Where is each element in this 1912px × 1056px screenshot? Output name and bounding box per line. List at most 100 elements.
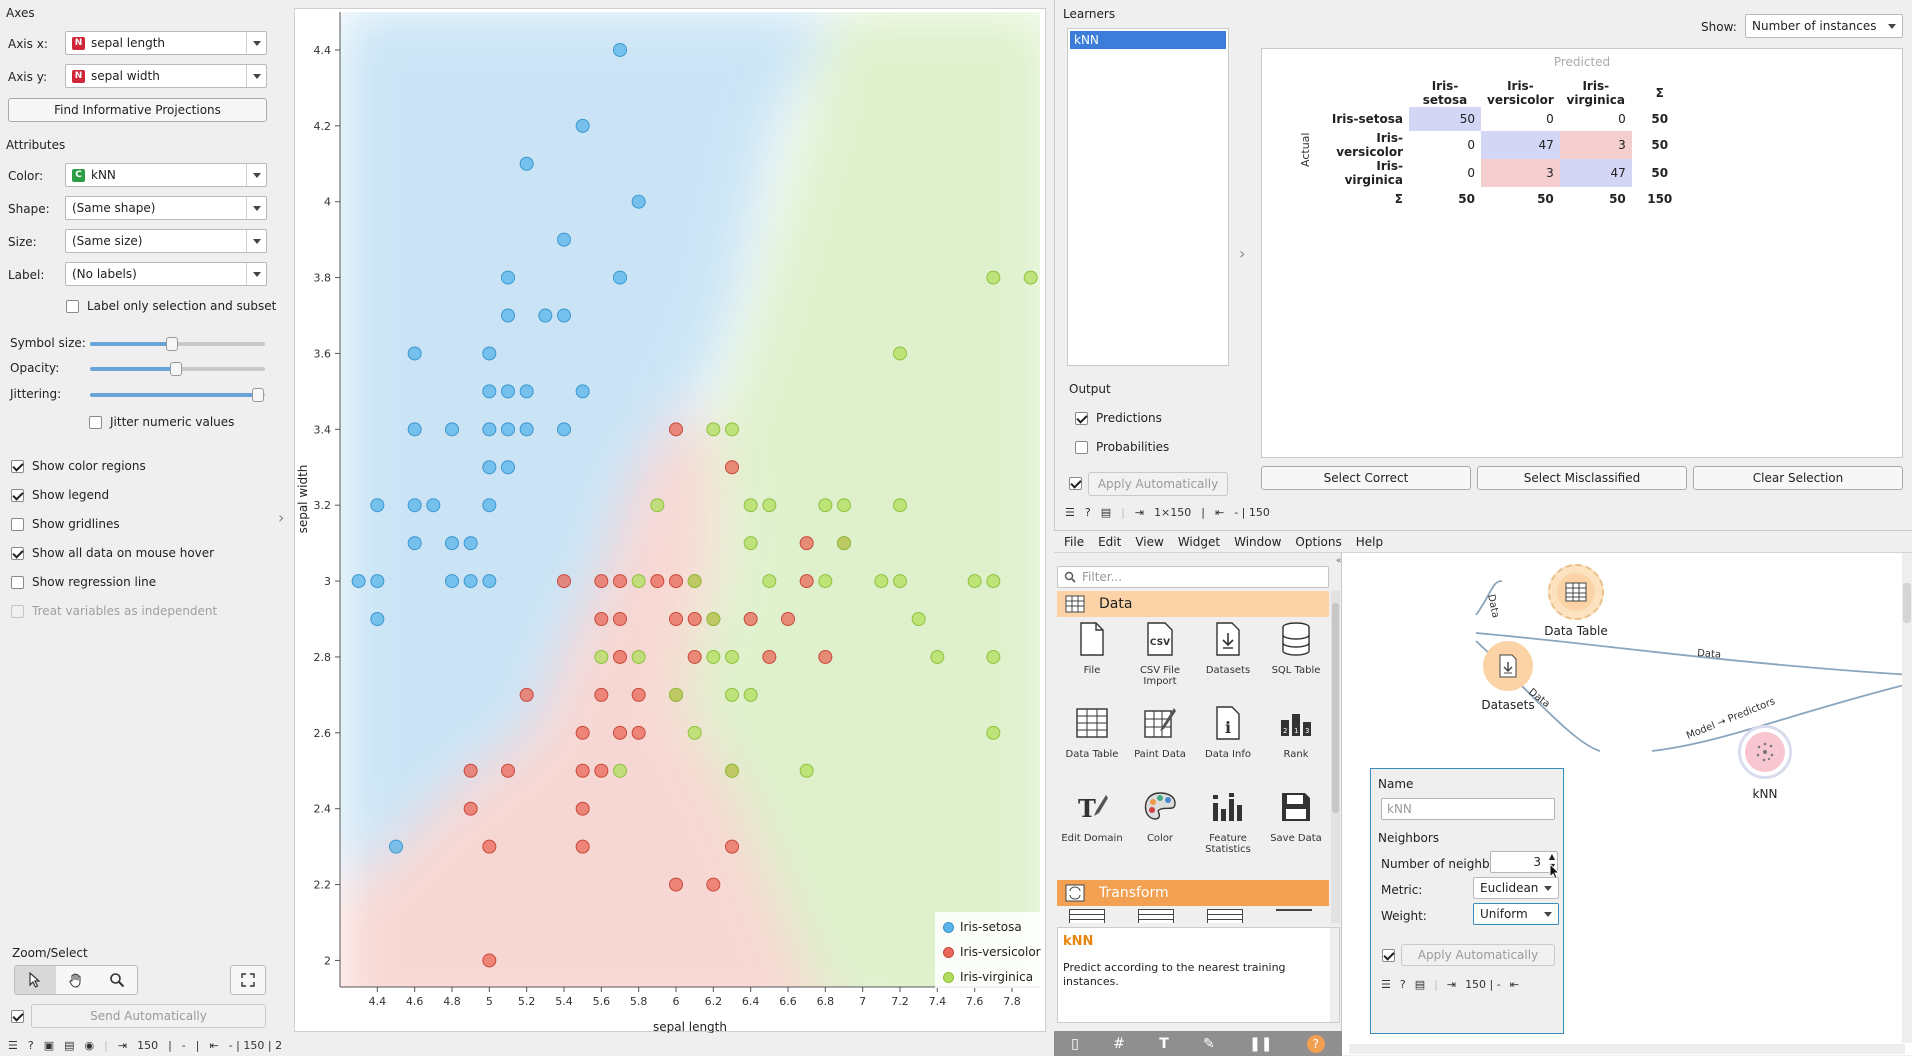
help-icon[interactable]: ? bbox=[1399, 978, 1406, 991]
option-checkbox-2[interactable]: Show gridlines bbox=[11, 517, 120, 531]
data-point-iris-virginica[interactable] bbox=[986, 574, 1001, 589]
slider-handle[interactable] bbox=[252, 388, 264, 402]
weight-combo[interactable]: Uniform bbox=[1473, 903, 1559, 925]
matrix-cell[interactable]: 47 bbox=[1559, 159, 1632, 187]
data-point-iris-virginica[interactable] bbox=[669, 687, 683, 702]
data-point-iris-versicolor[interactable] bbox=[669, 612, 683, 627]
jittering-slider[interactable] bbox=[90, 388, 265, 402]
data-point-iris-versicolor[interactable] bbox=[594, 574, 609, 589]
find-projections-button[interactable]: Find Informative Projections bbox=[8, 98, 267, 122]
data-point-iris-versicolor[interactable] bbox=[650, 574, 665, 589]
learner-item-knn[interactable]: kNN bbox=[1070, 31, 1226, 49]
menu-view[interactable]: View bbox=[1135, 534, 1164, 549]
apply-auto-checkbox[interactable] bbox=[1069, 477, 1082, 490]
report-icon[interactable]: ▤ bbox=[1414, 978, 1426, 991]
shape-combo[interactable]: (Same shape) bbox=[65, 196, 267, 220]
help-icon[interactable]: ? bbox=[1084, 506, 1091, 519]
data-point-iris-versicolor[interactable] bbox=[575, 725, 590, 740]
predictions-checkbox[interactable]: Predictions bbox=[1075, 411, 1162, 425]
widget-data-info[interactable]: i Data Info bbox=[1193, 703, 1263, 760]
data-point-iris-setosa[interactable] bbox=[482, 460, 497, 475]
data-point-iris-versicolor[interactable] bbox=[799, 574, 814, 589]
widget-sql-table[interactable]: SQL Table bbox=[1261, 619, 1331, 676]
data-point-iris-setosa[interactable] bbox=[519, 384, 534, 399]
data-point-iris-setosa[interactable] bbox=[482, 574, 497, 589]
chevron-right-icon[interactable]: › bbox=[278, 508, 285, 527]
data-point-iris-virginica[interactable] bbox=[762, 574, 777, 589]
node-datasets[interactable] bbox=[1483, 641, 1533, 691]
name-input[interactable]: kNN bbox=[1381, 798, 1555, 820]
document-icon[interactable]: ▯ bbox=[1071, 1035, 1079, 1052]
data-point-iris-setosa[interactable] bbox=[370, 574, 385, 589]
data-point-iris-setosa[interactable] bbox=[557, 308, 571, 323]
data-point-iris-versicolor[interactable] bbox=[613, 574, 627, 589]
data-point-iris-setosa[interactable] bbox=[557, 232, 571, 247]
data-point-iris-virginica[interactable] bbox=[837, 498, 851, 513]
data-point-iris-versicolor[interactable] bbox=[762, 649, 777, 664]
zoom-icon[interactable] bbox=[96, 966, 137, 994]
matrix-cell[interactable]: 0 bbox=[1467, 166, 1475, 180]
apply-automatically-button[interactable]: Apply Automatically bbox=[1088, 472, 1228, 496]
data-point-iris-versicolor[interactable] bbox=[575, 763, 590, 778]
matrix-cell[interactable]: 50 bbox=[1651, 166, 1669, 180]
data-point-iris-versicolor[interactable] bbox=[687, 612, 702, 627]
data-point-iris-setosa[interactable] bbox=[482, 498, 497, 513]
data-point-iris-setosa[interactable] bbox=[407, 498, 422, 513]
data-point-iris-setosa[interactable] bbox=[501, 422, 515, 437]
widget-paint-data[interactable]: Paint Data bbox=[1125, 703, 1195, 760]
data-point-iris-virginica[interactable] bbox=[930, 649, 945, 664]
matrix-cell[interactable]: 50 bbox=[1651, 112, 1669, 126]
grid-icon[interactable]: # bbox=[1113, 1035, 1125, 1052]
probabilities-checkbox[interactable]: Probabilities bbox=[1075, 440, 1169, 454]
data-point-iris-setosa[interactable] bbox=[538, 308, 553, 323]
data-point-iris-virginica[interactable] bbox=[818, 574, 833, 589]
data-point-iris-versicolor[interactable] bbox=[557, 574, 571, 589]
menu-file[interactable]: File bbox=[1064, 534, 1085, 549]
category-data[interactable]: Data bbox=[1057, 591, 1329, 617]
widget-rank[interactable]: 2 1 3 Rank bbox=[1261, 703, 1331, 760]
data-point-iris-virginica[interactable] bbox=[762, 498, 777, 513]
data-point-iris-versicolor[interactable] bbox=[725, 839, 739, 854]
data-point-iris-virginica[interactable] bbox=[725, 649, 739, 664]
num-neighbors-spinbox[interactable]: 3 ▲▼ bbox=[1490, 851, 1558, 873]
data-point-iris-virginica[interactable] bbox=[706, 422, 721, 437]
menu-icon[interactable]: ☰ bbox=[1065, 506, 1075, 519]
camera-icon[interactable]: ◉ bbox=[84, 1039, 95, 1052]
menu-help[interactable]: Help bbox=[1355, 534, 1384, 549]
show-combo[interactable]: Number of instances bbox=[1745, 14, 1903, 38]
matrix-cell[interactable]: 50 bbox=[1651, 138, 1669, 152]
select-correct-button[interactable]: Select Correct bbox=[1261, 466, 1471, 490]
option-checkbox-3[interactable]: Show all data on mouse hover bbox=[11, 546, 214, 560]
matrix-cell[interactable]: 50 bbox=[1409, 107, 1481, 131]
category-transform[interactable]: Transform bbox=[1057, 880, 1329, 906]
collapse-icon[interactable]: « bbox=[1336, 556, 1342, 566]
data-point-iris-virginica[interactable] bbox=[986, 649, 1001, 664]
clear-selection-button[interactable]: Clear Selection bbox=[1693, 466, 1903, 490]
data-point-iris-virginica[interactable] bbox=[893, 498, 907, 513]
data-point-iris-virginica[interactable] bbox=[967, 574, 982, 589]
data-point-iris-setosa[interactable] bbox=[426, 498, 441, 513]
data-point-iris-setosa[interactable] bbox=[463, 574, 478, 589]
data-point-iris-versicolor[interactable] bbox=[781, 612, 795, 627]
data-point-iris-virginica[interactable] bbox=[631, 574, 646, 589]
matrix-cell[interactable]: 47 bbox=[1481, 131, 1560, 159]
metric-combo[interactable]: Euclidean bbox=[1473, 877, 1559, 899]
scatter-plot[interactable]: 4.4 4.6 4.8 5 5.2 5.4 5.6 5.8 6 6.2 6.4 6.6 6.8 7 7.2 7… bbox=[295, 9, 1047, 1033]
hand-icon[interactable] bbox=[56, 966, 97, 994]
data-point-iris-versicolor[interactable] bbox=[687, 649, 702, 664]
scrollbar-thumb[interactable] bbox=[1903, 583, 1911, 623]
pause-icon[interactable]: ❚❚ bbox=[1249, 1035, 1273, 1052]
data-point-iris-setosa[interactable] bbox=[482, 422, 497, 437]
pointer-icon[interactable] bbox=[15, 966, 56, 994]
chevron-right-icon[interactable]: › bbox=[1239, 244, 1246, 263]
data-point-iris-virginica[interactable] bbox=[706, 649, 721, 664]
filter-input[interactable]: Filter... bbox=[1057, 566, 1329, 588]
data-point-iris-virginica[interactable] bbox=[631, 649, 646, 664]
widget-csv-file-import[interactable]: CSV CSV File Import bbox=[1125, 619, 1195, 687]
data-point-iris-virginica[interactable] bbox=[743, 687, 758, 702]
option-checkbox-5[interactable]: Treat variables as independent bbox=[11, 604, 217, 618]
data-point-iris-setosa[interactable] bbox=[501, 460, 515, 475]
data-point-iris-setosa[interactable] bbox=[351, 574, 366, 589]
send-auto-checkbox[interactable] bbox=[11, 1010, 24, 1023]
data-point-iris-virginica[interactable] bbox=[594, 649, 609, 664]
